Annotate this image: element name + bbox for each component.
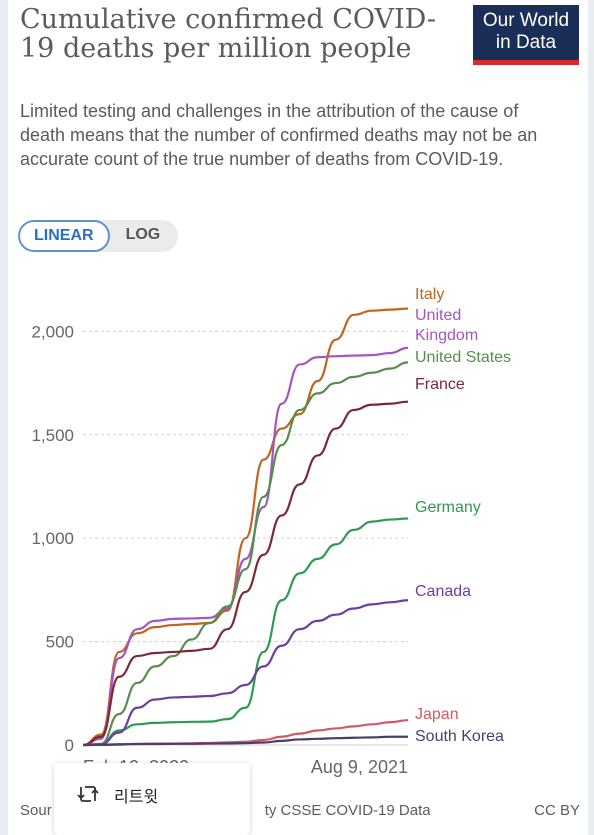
owid-logo[interactable]: Our World in Data <box>473 5 579 65</box>
right-frame <box>588 0 594 835</box>
series-label-japan[interactable]: Japan <box>415 706 459 723</box>
y-tick-label: 2,000 <box>31 322 74 341</box>
scale-toggle: LINEAR LOG <box>18 220 179 252</box>
line-chart: 0 500 1,000 1,500 2,000 Italy United Kingdom Un… <box>31 286 511 777</box>
x-tick-label-end: Aug 9, 2021 <box>311 757 408 777</box>
retweet-icon <box>77 786 99 802</box>
series-label-germany[interactable]: Germany <box>415 499 481 516</box>
series-label-united-states[interactable]: United States <box>415 349 511 366</box>
log-scale-button[interactable]: LOG <box>125 226 161 243</box>
series-line-united-kingdom[interactable] <box>82 346 409 747</box>
series-labels: Italy United Kingdom United States France Ger… <box>415 286 511 745</box>
source-text[interactable]: Sour ty CSSE COVID-19 Data <box>20 802 430 819</box>
series-label-france[interactable]: France <box>415 376 465 393</box>
y-tick-labels: 0 500 1,000 1,500 2,000 <box>31 322 74 755</box>
y-tick-label: 500 <box>46 633 74 652</box>
series-line-germany[interactable] <box>82 517 409 747</box>
chart-subtitle: Limited testing and challenges in the at… <box>20 101 538 169</box>
source-head: Sour <box>20 802 52 819</box>
source-tail: ty CSSE COVID-19 Data <box>264 802 430 819</box>
y-tick-label: 1,500 <box>31 426 74 445</box>
logo-line-1: Our World <box>482 10 570 31</box>
y-tick-label: 0 <box>65 736 74 755</box>
series-label-south-korea[interactable]: South Korea <box>415 728 504 745</box>
series-line-japan[interactable] <box>82 719 409 747</box>
chart-title: Cumulative confirmed COVID-19 deaths per… <box>20 4 436 64</box>
left-frame <box>0 0 8 835</box>
series-line-italy[interactable] <box>82 307 409 747</box>
series-line-south-korea[interactable] <box>82 735 408 747</box>
y-tick-label: 1,000 <box>31 529 74 548</box>
series-lines <box>82 307 409 747</box>
series-label-italy[interactable]: Italy <box>415 286 444 303</box>
logo-line-2: in Data <box>495 32 557 53</box>
series-label-united-kingdom[interactable]: United <box>415 307 461 324</box>
linear-scale-button[interactable]: LINEAR <box>18 220 110 252</box>
license-link[interactable]: CC BY <box>534 802 580 819</box>
series-label-united-kingdom[interactable]: Kingdom <box>415 327 478 344</box>
retweet-label: 리트윗 <box>114 787 159 806</box>
footer: Sour ty CSSE COVID-19 Data CC BY <box>20 802 580 824</box>
series-line-france[interactable] <box>82 400 409 747</box>
retweet-popup[interactable]: 리트윗 <box>54 763 250 835</box>
series-line-canada[interactable] <box>82 599 409 747</box>
series-label-canada[interactable]: Canada <box>415 583 471 600</box>
series-line-united-states[interactable] <box>82 361 409 747</box>
chart-card: Cumulative confirmed COVID-19 deaths per… <box>8 0 588 835</box>
